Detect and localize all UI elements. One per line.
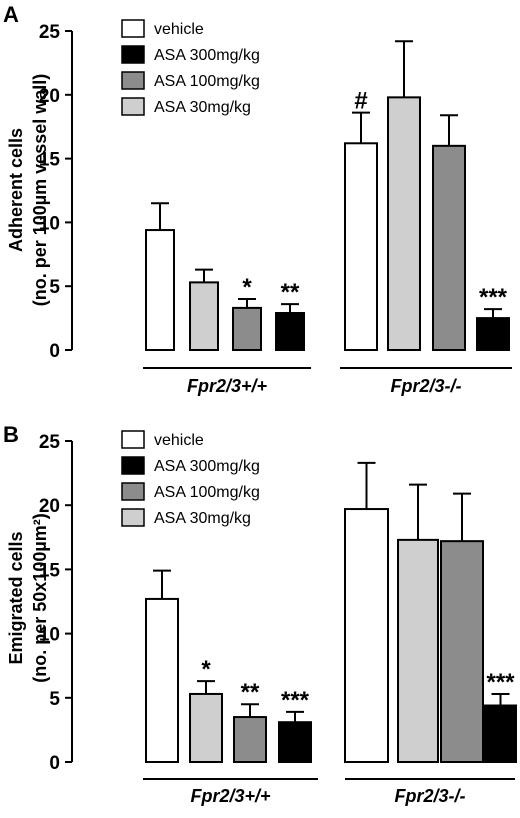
panel-a-ylabel-line1: Adherent cells	[6, 128, 26, 252]
panel-a-bar-vehicle	[145, 229, 175, 351]
panel-a-y-tick-label: 15	[39, 150, 61, 171]
panel-b-letter: B	[3, 422, 19, 447]
panel-b-legend-label: ASA 30mg/kg	[154, 510, 251, 527]
panel-a-bar-asa-100mg-kg	[432, 144, 466, 351]
panel-b-bar-vehicle	[344, 508, 389, 763]
panel-b-legend-label: ASA 100mg/kg	[154, 484, 260, 501]
panel-b-legend-label: ASA 300mg/kg	[154, 458, 260, 475]
panel-b-bar-asa-100mg-kg	[440, 540, 484, 763]
panel-b-bar-asa-100mg-kg	[233, 716, 267, 763]
panel-b-y-tick-label: 5	[49, 689, 60, 710]
panel-b-legend-swatch-vehicle	[121, 430, 145, 449]
panel-b-bar-asa-300mg-kg	[278, 721, 312, 763]
panel-a-legend-swatch-vehicle	[121, 19, 145, 38]
panel-b-y-tick-label: 15	[39, 560, 61, 581]
panel-a-bar-asa-30mg-kg	[387, 96, 421, 351]
panel-a-y-tick-label: 10	[39, 213, 60, 234]
panel-b-bar-vehicle	[145, 597, 179, 763]
panel-a-y-tick-label: 25	[39, 22, 61, 43]
panel-a-legend-label: ASA 100mg/kg	[154, 73, 260, 90]
panel-b-y-tick-label: 0	[49, 753, 60, 774]
panel-b-y-tick-label: 10	[39, 625, 60, 646]
panel-a-letter: A	[3, 2, 19, 27]
panel-b-legend-swatch-asa-30mg-kg	[121, 508, 145, 527]
panel-a-group-label: Fpr2/3-/-	[390, 376, 461, 396]
panel-a-bar-asa-30mg-kg	[189, 281, 219, 352]
panel-a-ylabel-line2: (no. per 100µm vessel wall)	[30, 74, 50, 306]
panel-a-significance-mark: **	[281, 279, 300, 306]
panel-b-significance-mark: ***	[281, 687, 310, 714]
panel-b-bar-asa-30mg-kg	[397, 538, 439, 763]
panel-a-bar-asa-300mg-kg	[476, 317, 510, 352]
panel-b-y-tick-label: 20	[39, 496, 60, 517]
panel-a-bar-vehicle	[344, 142, 378, 351]
panel-a-legend-swatch-asa-30mg-kg	[121, 97, 145, 116]
panel-a-legend-label: ASA 30mg/kg	[154, 99, 251, 116]
panel-a-y-tick-label: 5	[49, 277, 60, 298]
panel-a-legend-swatch-asa-100mg-kg	[121, 71, 145, 90]
panel-b-group-label: Fpr2/3-/-	[394, 786, 465, 806]
panel-a-legend-swatch-asa-300mg-kg	[121, 45, 145, 64]
panel-b-bar-asa-30mg-kg	[189, 692, 223, 763]
panel-a-group-label: Fpr2/3+/+	[187, 376, 268, 396]
panel-a-significance-mark: ***	[479, 284, 508, 311]
panel-b-y-tick-label: 25	[39, 432, 61, 453]
panel-b-legend-swatch-asa-300mg-kg	[121, 456, 145, 475]
panel-b-ylabel-line2: (no. per 50x100µm²)	[30, 513, 50, 682]
panel-b-bar-asa-300mg-kg	[484, 704, 517, 764]
panel-b-significance-mark: ***	[486, 669, 515, 696]
panel-b-significance-mark: *	[201, 656, 211, 683]
panel-a-significance-mark: #	[354, 88, 367, 115]
panel-a-bar-asa-100mg-kg	[232, 306, 262, 351]
panel-a-legend-label: ASA 300mg/kg	[154, 47, 260, 64]
panel-b-group-label: Fpr2/3+/+	[190, 786, 271, 806]
panel-b-ylabel-line1: Emigrated cells	[6, 531, 26, 664]
panel-b-significance-mark: **	[241, 679, 260, 706]
panel-b-legend-swatch-asa-100mg-kg	[121, 482, 145, 501]
panel-a-y-tick-label: 20	[39, 86, 60, 107]
panel-b-legend-label: vehicle	[154, 432, 204, 449]
panel-a-y-tick-label: 0	[49, 341, 60, 362]
panel-a-legend-label: vehicle	[154, 21, 204, 38]
panel-a-bar-asa-300mg-kg	[275, 311, 305, 352]
panel-a-significance-mark: *	[242, 274, 252, 301]
